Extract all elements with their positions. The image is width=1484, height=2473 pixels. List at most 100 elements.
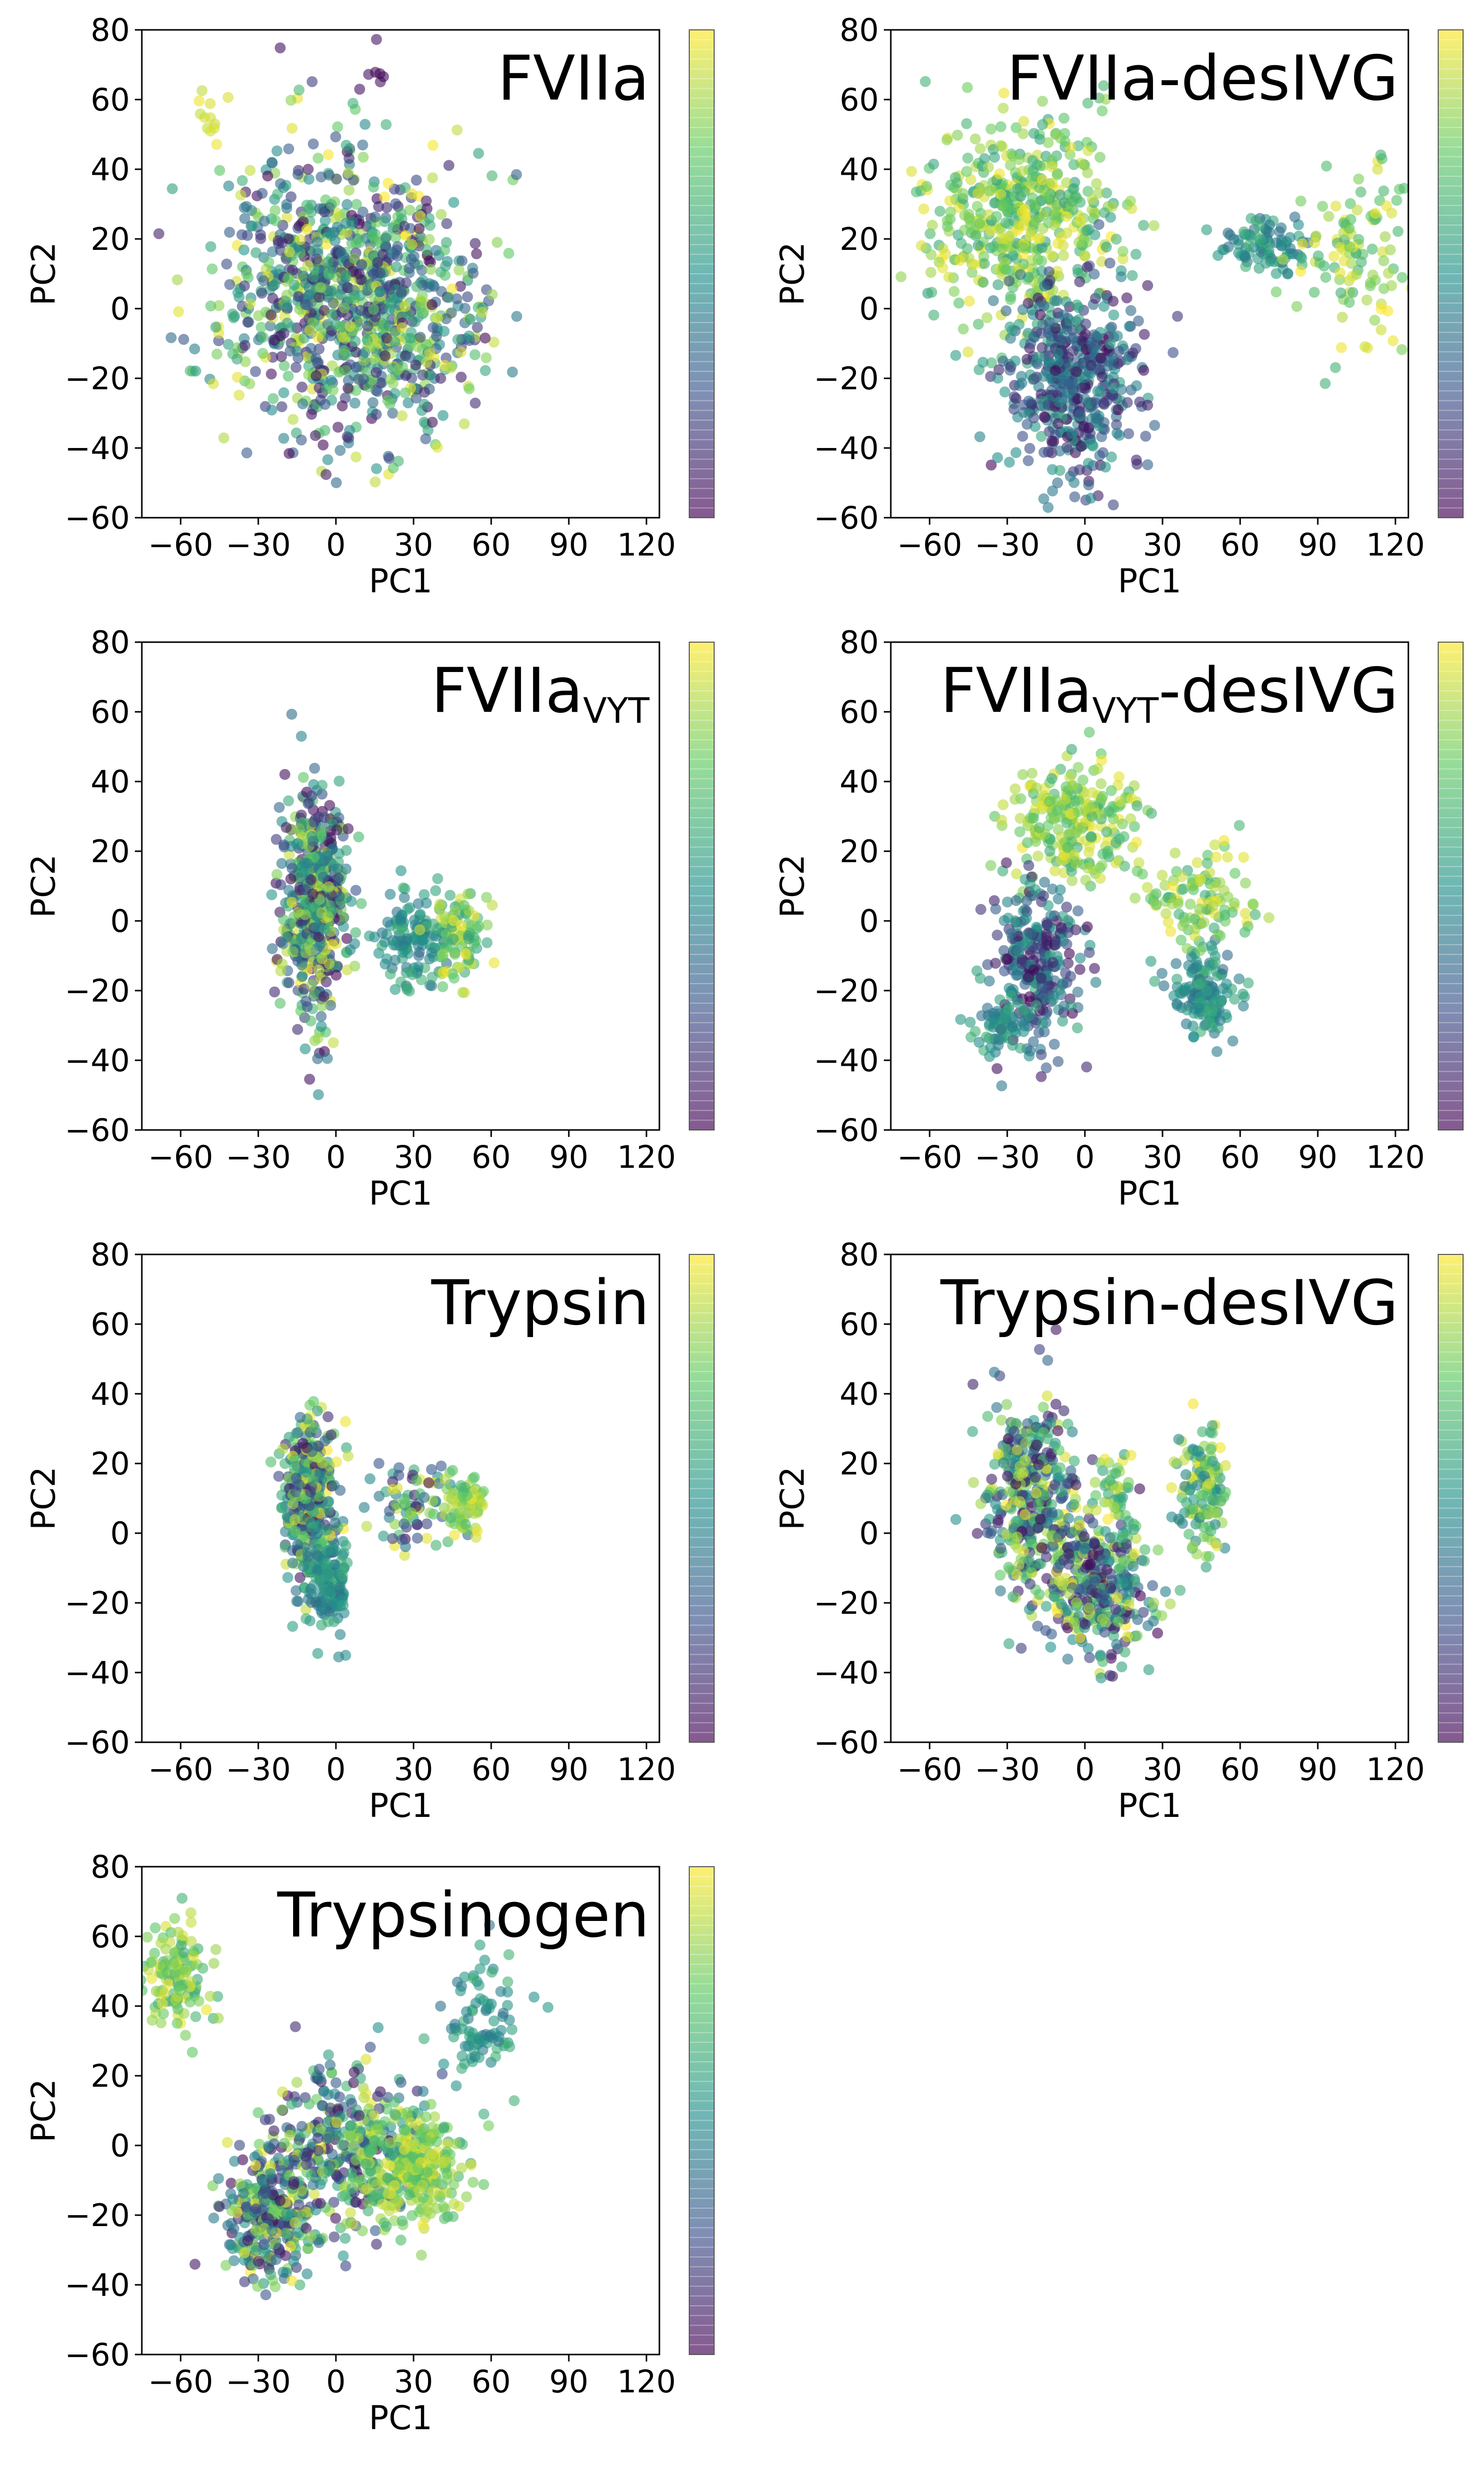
scatter-point <box>1043 137 1054 148</box>
panel-title: FVIIaVYT <box>431 655 649 731</box>
scatter-point <box>321 238 332 250</box>
scatter-point <box>1052 169 1063 181</box>
scatter-point <box>1189 913 1201 925</box>
scatter-point <box>1067 385 1079 396</box>
scatter-point <box>296 381 308 393</box>
scatter-point <box>333 776 345 787</box>
scatter-point <box>456 1503 467 1515</box>
scatter-point <box>927 220 938 231</box>
y-tick-label: 80 <box>91 624 130 661</box>
scatter-point <box>1171 974 1182 985</box>
scatter-point <box>1034 822 1045 833</box>
scatter-point <box>281 822 292 833</box>
scatter-point <box>1092 385 1103 397</box>
scatter-point <box>322 1411 334 1423</box>
scatter-point <box>324 1461 335 1472</box>
scatter-point <box>278 387 290 398</box>
scatter-point <box>1194 945 1206 956</box>
scatter-point <box>267 943 278 954</box>
scatter-point <box>964 295 975 307</box>
scatter-point <box>1208 922 1220 934</box>
scatter-point <box>1083 479 1094 491</box>
scatter-point <box>1048 994 1059 1006</box>
scatter-point <box>1061 177 1072 188</box>
scatter-point <box>1179 916 1190 928</box>
scatter-point <box>1079 372 1090 383</box>
scatter-point <box>1100 94 1111 105</box>
scatter-point <box>1073 302 1084 314</box>
scatter-point <box>1375 149 1386 161</box>
scatter-point <box>1000 264 1012 275</box>
scatter-point <box>1377 246 1388 257</box>
scatter-point <box>1344 223 1355 234</box>
scatter-point <box>1023 328 1034 339</box>
scatter-point <box>1026 226 1037 238</box>
scatter-point <box>1222 851 1233 863</box>
scatter-point <box>283 233 294 244</box>
scatter-point <box>1042 939 1053 951</box>
scatter-point <box>312 1648 323 1659</box>
scatter-point <box>918 203 930 215</box>
scatter-point <box>1382 267 1394 279</box>
scatter-point <box>425 264 436 275</box>
scatter-point <box>385 968 396 980</box>
scatter-point <box>1009 391 1020 402</box>
scatter-point <box>1337 312 1348 323</box>
scatter-point <box>1112 331 1123 341</box>
scatter-point <box>320 851 332 862</box>
panel-title: FVIIaVYT-desIVG <box>940 655 1398 731</box>
scatter-point <box>275 178 286 189</box>
scatter-point <box>304 325 316 336</box>
scatter-point <box>1069 491 1080 503</box>
scatter-point <box>957 188 969 199</box>
scatter-point <box>1095 352 1106 364</box>
scatter-point <box>399 883 411 895</box>
scatter-point <box>1100 461 1111 473</box>
y-tick-label: −60 <box>814 500 879 536</box>
scatter-point <box>1039 877 1050 888</box>
scatter-point <box>410 359 422 371</box>
scatter-point <box>1149 976 1161 987</box>
scatter-point <box>1096 860 1108 871</box>
scatter-point <box>387 378 399 389</box>
scatter-point <box>404 263 415 274</box>
scatter-point <box>324 800 335 811</box>
scatter-point <box>415 332 426 343</box>
scatter-point <box>281 199 293 210</box>
scatter-point <box>266 889 277 900</box>
x-tick-label: −30 <box>975 527 1040 563</box>
scatter-point <box>369 211 381 223</box>
scatter-point <box>297 971 308 982</box>
scatter-point <box>253 310 264 322</box>
scatter-point <box>400 370 412 381</box>
scatter-point <box>1007 1039 1018 1051</box>
scatter-point <box>1106 451 1117 462</box>
scatter-point <box>997 865 1008 877</box>
scatter-point <box>1184 899 1196 910</box>
scatter-point <box>1386 280 1397 291</box>
scatter-point <box>287 414 299 425</box>
scatter-point <box>1108 309 1119 321</box>
scatter-point <box>224 226 235 238</box>
scatter-point <box>1166 899 1178 910</box>
scatter-point <box>411 1475 422 1486</box>
scatter-point <box>1087 194 1098 205</box>
scatter-point <box>1066 196 1078 207</box>
scatter-point <box>1096 431 1107 443</box>
scatter-point <box>925 267 937 278</box>
scatter-point <box>350 927 361 938</box>
scatter-point <box>406 239 418 250</box>
scatter-point <box>326 843 338 855</box>
scatter-point <box>482 919 493 931</box>
scatter-point <box>1098 80 1109 92</box>
scatter-point <box>1044 357 1055 368</box>
scatter-point <box>1142 882 1153 893</box>
scatter-point <box>1240 907 1251 919</box>
scatter-point <box>327 939 338 950</box>
y-tick-label: −60 <box>65 500 130 536</box>
scatter-point <box>1054 465 1065 476</box>
scatter-point <box>322 1616 334 1627</box>
scatter-point <box>1240 252 1251 263</box>
scatter-point <box>427 322 439 333</box>
scatter-point <box>317 1000 328 1012</box>
